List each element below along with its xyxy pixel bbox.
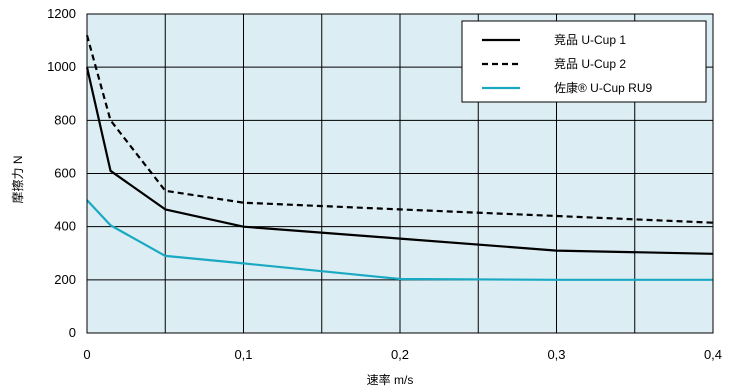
legend-label-1: 竞品 U-Cup 1 xyxy=(554,33,626,47)
y-tick-label: 1000 xyxy=(47,59,76,74)
y-tick-label: 600 xyxy=(54,166,76,181)
x-tick-label: 0,3 xyxy=(547,347,565,362)
y-tick-label: 1200 xyxy=(47,6,76,21)
grid xyxy=(87,14,713,333)
series-group xyxy=(85,35,714,281)
y-tick-labels: 0 200 400 600 800 1000 1200 xyxy=(47,6,76,340)
x-tick-label: 0,2 xyxy=(391,347,409,362)
legend-label-3: 佐康® U-Cup RU9 xyxy=(554,80,653,95)
series-line-1 xyxy=(85,66,714,255)
x-tick-label: 0,1 xyxy=(234,347,252,362)
y-tick-label: 0 xyxy=(69,325,76,340)
series-line-3 xyxy=(86,199,713,281)
plot-frame xyxy=(86,13,714,334)
y-tick-label: 200 xyxy=(54,272,76,287)
x-axis-label: 速率 m/s xyxy=(367,372,414,387)
x-tick-label: 0 xyxy=(83,347,90,362)
y-tick-label: 800 xyxy=(54,112,76,127)
y-axis-label: 摩擦力 N xyxy=(10,155,25,203)
x-tick-label: 0,4 xyxy=(704,347,722,362)
y-tick-label: 400 xyxy=(54,219,76,234)
legend-label-2: 竞品 U-Cup 2 xyxy=(554,57,626,71)
x-tick-labels: 0 0,1 0,2 0,3 0,4 xyxy=(83,347,722,362)
legend: 竞品 U-Cup 1 竞品 U-Cup 2 佐康® U-Cup RU9 xyxy=(461,20,707,103)
